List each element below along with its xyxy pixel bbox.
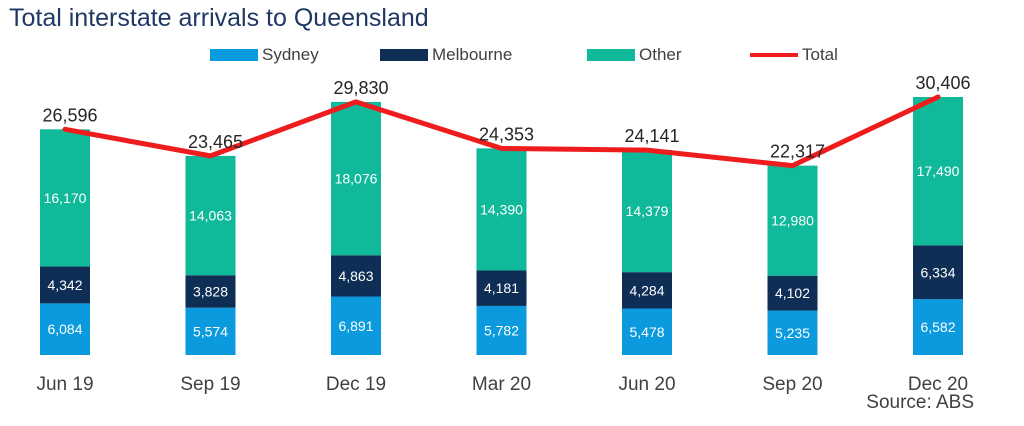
- legend-swatch-total: [750, 53, 798, 57]
- bar-other-jun-19: [40, 129, 90, 267]
- bar-sydney-jun-19: [40, 303, 90, 355]
- data-label-sydney-mar-20: 5,782: [484, 322, 519, 338]
- data-label-sydney-dec-19: 6,891: [338, 318, 373, 334]
- data-label-other-dec-19: 18,076: [335, 171, 378, 187]
- legend-label-other: Other: [639, 45, 682, 64]
- data-label-other-dec-20: 17,490: [917, 163, 960, 179]
- data-label-sydney-jun-20: 5,478: [629, 324, 664, 340]
- legend-item-melbourne: Melbourne: [380, 42, 512, 68]
- bar-other-dec-20: [913, 97, 963, 246]
- data-label-sydney-sep-20: 5,235: [775, 325, 810, 341]
- x-tick-label-sep-19: Sep 19: [180, 374, 240, 395]
- data-label-other-sep-19: 14,063: [189, 208, 232, 224]
- x-tick-label-dec-20: Dec 20: [908, 374, 968, 395]
- bar-other-mar-20: [476, 148, 527, 271]
- legend: Sydney Melbourne Other Total: [0, 42, 1024, 68]
- total-label-dec-20: 30,406: [915, 73, 970, 93]
- total-label-sep-19: 23,465: [188, 132, 243, 152]
- legend-item-sydney: Sydney: [210, 42, 319, 68]
- bar-melbourne-sep-19: [185, 275, 236, 308]
- bar-other-sep-19: [185, 155, 236, 276]
- data-label-melbourne-dec-19: 4,863: [338, 268, 373, 284]
- data-label-other-sep-20: 12,980: [771, 213, 814, 229]
- data-label-melbourne-jun-20: 4,284: [629, 282, 664, 298]
- bar-melbourne-jun-20: [622, 272, 672, 309]
- bar-sydney-sep-20: [767, 310, 818, 355]
- legend-label-total: Total: [802, 45, 838, 64]
- bar-melbourne-jun-19: [40, 266, 90, 304]
- bar-sydney-sep-19: [185, 307, 236, 355]
- legend-label-melbourne: Melbourne: [432, 45, 513, 64]
- data-label-sydney-jun-19: 6,084: [47, 321, 82, 337]
- bar-sydney-dec-19: [331, 296, 381, 355]
- data-label-melbourne-mar-20: 4,181: [484, 280, 519, 296]
- legend-label-sydney: Sydney: [262, 45, 319, 64]
- data-label-other-mar-20: 14,390: [480, 201, 523, 217]
- total-label-jun-20: 24,141: [624, 126, 679, 146]
- legend-swatch-sydney: [210, 49, 258, 61]
- bar-sydney-jun-20: [622, 308, 672, 355]
- data-label-melbourne-sep-20: 4,102: [775, 285, 810, 301]
- chart-title: Total interstate arrivals to Queensland: [9, 4, 429, 32]
- source-note: Source: ABS: [866, 392, 974, 413]
- x-tick-label-dec-19: Dec 19: [326, 374, 386, 395]
- bar-melbourne-mar-20: [476, 270, 527, 306]
- total-label-mar-20: 24,353: [479, 124, 534, 144]
- bar-melbourne-sep-20: [767, 275, 818, 311]
- x-tick-label-jun-19: Jun 19: [36, 374, 93, 395]
- data-label-sydney-sep-19: 5,574: [193, 323, 228, 339]
- bar-sydney-dec-20: [913, 299, 963, 355]
- legend-item-total: Total: [750, 42, 838, 68]
- data-label-other-jun-19: 16,170: [44, 190, 87, 206]
- data-label-other-jun-20: 14,379: [626, 203, 669, 219]
- data-label-sydney-dec-20: 6,582: [920, 319, 955, 335]
- legend-swatch-other: [587, 49, 635, 61]
- data-label-melbourne-dec-20: 6,334: [920, 264, 955, 280]
- x-tick-label-sep-20: Sep 20: [762, 374, 822, 395]
- bar-melbourne-dec-19: [331, 255, 381, 297]
- x-tick-label-jun-20: Jun 20: [618, 374, 675, 395]
- bar-other-jun-20: [622, 150, 672, 273]
- bar-sydney-mar-20: [476, 305, 527, 355]
- total-line: [62, 94, 941, 169]
- bar-other-sep-20: [767, 165, 818, 276]
- legend-item-other: Other: [587, 42, 682, 68]
- data-label-melbourne-jun-19: 4,342: [47, 277, 82, 293]
- bar-melbourne-dec-20: [913, 245, 963, 300]
- legend-swatch-melbourne: [380, 49, 428, 61]
- total-label-dec-19: 29,830: [333, 78, 388, 98]
- total-label-jun-19: 26,596: [42, 105, 97, 125]
- total-label-sep-20: 22,317: [770, 142, 825, 162]
- bar-other-dec-19: [331, 101, 381, 256]
- x-tick-label-mar-20: Mar 20: [472, 374, 531, 395]
- data-label-melbourne-sep-19: 3,828: [193, 283, 228, 299]
